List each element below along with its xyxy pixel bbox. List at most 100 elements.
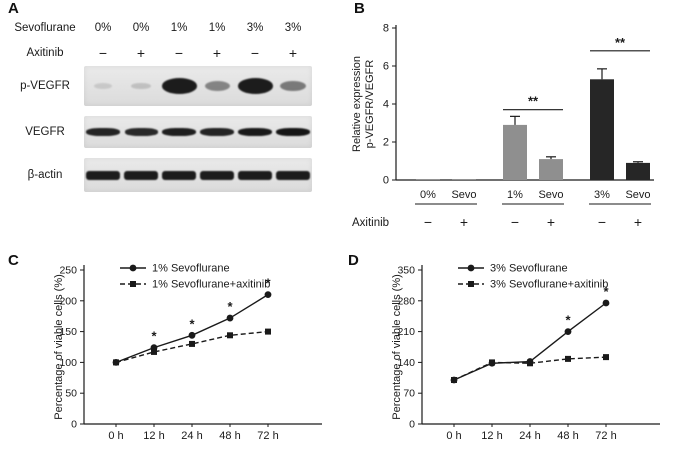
b-actin-label: β-actin: [27, 169, 63, 181]
p-vegfr-label: p-VEGFR: [20, 80, 70, 92]
legend-label: 1% Sevoflurane: [152, 263, 230, 275]
group-dose-label: 3%: [594, 189, 610, 201]
significance-label: **: [528, 94, 539, 109]
data-point-circle: [226, 314, 234, 322]
blot-lane: [160, 158, 198, 192]
protein-band: [162, 170, 196, 180]
y-tick-label: 210: [397, 326, 415, 338]
vegfr-label: VEGFR: [25, 126, 65, 138]
y-tick-label: 100: [59, 357, 77, 369]
data-point-square: [489, 359, 495, 366]
data-point-square: [265, 328, 271, 335]
blot-lane: [122, 66, 160, 106]
series-line-1: [115, 330, 269, 364]
y-tick-label: 280: [397, 295, 415, 307]
protein-band: [200, 170, 234, 180]
y-tick-label: 140: [397, 357, 415, 369]
protein-band: [276, 170, 310, 180]
legend-label: 1% Sevoflurane+axitinib: [152, 279, 270, 291]
bar: [590, 79, 614, 180]
panel-b-label: B: [354, 0, 365, 17]
data-point-square: [151, 348, 157, 355]
y-tick-label: 8: [383, 23, 389, 35]
significance-label: **: [615, 35, 626, 50]
data-point-circle: [602, 299, 610, 307]
p-vegfr-blot-row: p-VEGFR: [6, 66, 312, 106]
legend-marker-square: [468, 281, 474, 287]
protein-band: [86, 127, 120, 137]
protein-band: [162, 127, 196, 137]
blot-lane: [198, 66, 236, 106]
protein-band: [200, 127, 234, 137]
panel-a-label: A: [8, 0, 19, 17]
axitinib-header-row: Axitinib − + − + − +: [6, 44, 312, 62]
significance-asterisk: *: [189, 316, 195, 331]
axitinib-sign: −: [598, 214, 606, 230]
x-tick-label: 12 h: [143, 430, 164, 442]
axitinib-sign: −: [250, 45, 260, 61]
data-point-square: [565, 355, 571, 362]
group-dose-label: 0%: [420, 189, 436, 201]
relative-expression-bar-chart: 0 2 4 6 8 Relative expression p-VEGFR/VEGFR 0% S…: [351, 23, 654, 230]
y-tick-label: 0: [383, 175, 389, 187]
x-tick-label: 0 h: [108, 430, 123, 442]
blot-lane: [84, 158, 122, 192]
viable-cells-3pct-line-chart: 0 70 140 210 280 350 0 h 12 h 24 h 48 h 72 h Percen…: [391, 263, 660, 442]
sevoflurane-dose: 0%: [132, 22, 150, 34]
blot-lane: [198, 116, 236, 148]
axitinib-sign: +: [460, 214, 468, 230]
bar: [626, 162, 650, 180]
protein-band: [280, 80, 306, 92]
protein-band: [124, 127, 158, 137]
b-actin-blot-strip: [84, 158, 312, 192]
y-axis-title: Percentage of viable cells (%): [53, 274, 65, 420]
data-point-square: [527, 360, 533, 367]
y-tick-label: 150: [59, 326, 77, 338]
blot-lane: [236, 116, 274, 148]
bar: [503, 124, 527, 180]
axitinib-sign: −: [174, 45, 184, 61]
x-tick-label: 48 h: [557, 430, 578, 442]
data-point-square: [603, 354, 609, 361]
panel-b-bar-chart: B 0 2 4 6 8 Relative expression p-VEGFR/VEGFR 0…: [346, 0, 677, 252]
y-tick-label: 50: [65, 388, 77, 400]
significance-asterisk: *: [603, 284, 609, 299]
group-sevo-label: Sevo: [451, 189, 476, 201]
viable-cells-1pct-line-chart: 0 50 100 150 200 250 0 h 12 h 24 h 48 h 72 h Percen…: [53, 263, 322, 442]
y-tick-label: 4: [383, 99, 389, 111]
data-point-circle: [264, 291, 272, 299]
sevoflurane-dose: 1%: [208, 22, 226, 34]
axitinib-sign: +: [288, 45, 298, 61]
legend-marker-circle: [129, 264, 137, 272]
protein-band: [276, 127, 310, 137]
x-tick-label: 48 h: [219, 430, 240, 442]
significance-asterisk: *: [565, 313, 571, 328]
group-sevo-label: Sevo: [538, 189, 563, 201]
data-point-square: [189, 340, 195, 347]
group-sevo-label: Sevo: [625, 189, 650, 201]
data-point-square: [451, 377, 457, 383]
sevoflurane-dose: 1%: [170, 22, 188, 34]
sevoflurane-dose: 3%: [284, 22, 302, 34]
protein-band: [124, 170, 158, 180]
bar: [452, 179, 476, 180]
blot-lane: [274, 66, 312, 106]
axitinib-signs: − + − + − +: [84, 46, 312, 60]
blot-lane: [198, 158, 236, 192]
panel-a-western-blot: A Sevoflurane 0% 0% 1% 1% 3% 3% Axitinib − + − +…: [0, 0, 346, 252]
panel-c-line-chart: C 0 50 100 150 200 250 0 h 12 h 24 h 48 h 72 h Perc…: [0, 252, 340, 451]
axitinib-sign: +: [547, 214, 555, 230]
axitinib-sign: +: [136, 45, 146, 61]
vegfr-blot-strip: [84, 116, 312, 148]
axitinib-sign: −: [98, 45, 108, 61]
y-tick-label: 350: [397, 265, 415, 277]
blot-lane: [236, 158, 274, 192]
protein-band: [86, 170, 120, 180]
blot-lane: [84, 116, 122, 148]
data-point-square: [113, 359, 119, 366]
axitinib-sign: −: [511, 214, 519, 230]
x-tick-label: 24 h: [181, 430, 202, 442]
legend-label: 3% Sevoflurane: [490, 263, 568, 275]
axitinib-label: Axitinib: [26, 47, 64, 59]
y-tick-label: 250: [59, 265, 77, 277]
